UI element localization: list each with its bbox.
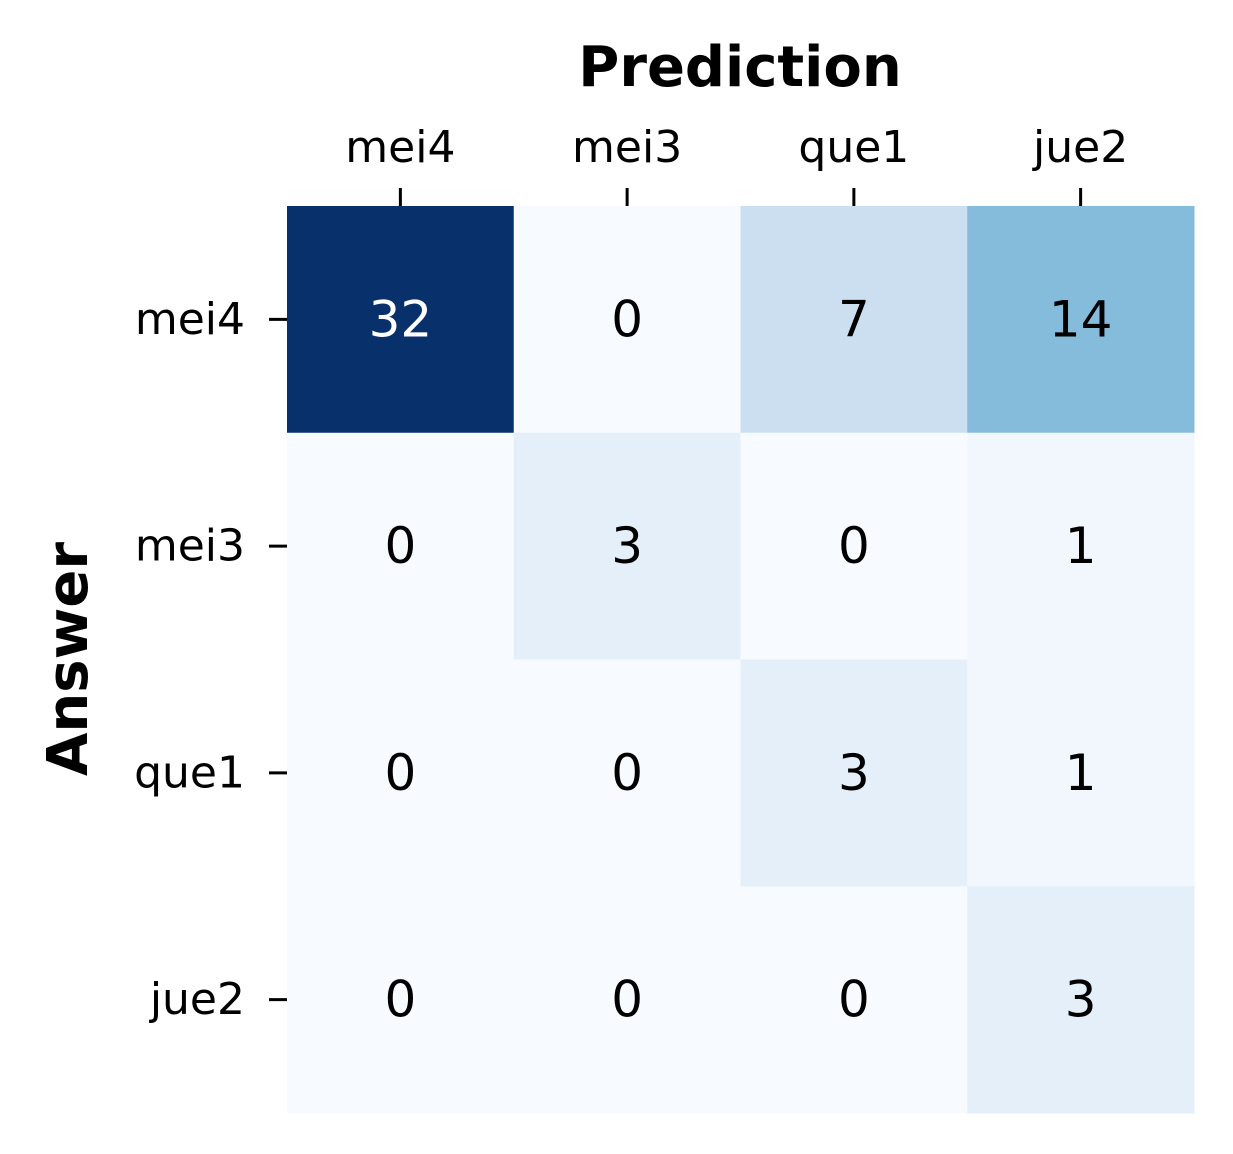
cell-value-label: 3 bbox=[611, 517, 643, 575]
x-tick-label: que1 bbox=[798, 122, 909, 173]
y-axis-ticks: mei4 mei3 que1 jue2 bbox=[134, 294, 287, 1025]
cell-value-label: 1 bbox=[1065, 744, 1097, 802]
y-tick-label: jue2 bbox=[149, 974, 245, 1025]
cell-value-label: 0 bbox=[384, 744, 416, 802]
heatmap-cells: 32 0 7 14 0 3 0 1 0 0 3 1 0 0 0 3 bbox=[287, 206, 1195, 1114]
cell-value-label: 0 bbox=[611, 971, 643, 1029]
y-axis-title: Answer bbox=[36, 542, 101, 776]
cell-value-label: 0 bbox=[611, 744, 643, 802]
cell-value-label: 3 bbox=[838, 744, 870, 802]
heatmap-cell bbox=[967, 659, 1195, 887]
heatmap-cell bbox=[513, 206, 741, 434]
cell-value-label: 0 bbox=[384, 971, 416, 1029]
heatmap-cell bbox=[967, 886, 1195, 1114]
cell-value-label: 1 bbox=[1065, 517, 1097, 575]
heatmap-cell bbox=[740, 659, 968, 887]
y-tick-label: mei4 bbox=[135, 294, 245, 345]
y-tick-label: mei3 bbox=[135, 521, 245, 572]
heatmap-cell bbox=[967, 206, 1195, 434]
x-axis-title: Prediction bbox=[578, 35, 901, 100]
heatmap-cell bbox=[287, 886, 515, 1114]
cell-value-label: 0 bbox=[384, 517, 416, 575]
x-axis-ticks: mei4 mei3 que1 jue2 bbox=[345, 122, 1128, 206]
x-tick-label: mei3 bbox=[572, 122, 682, 173]
heatmap-cell bbox=[513, 432, 741, 660]
heatmap-cell bbox=[740, 432, 968, 660]
heatmap-cell bbox=[287, 206, 515, 434]
cell-value-label: 32 bbox=[369, 290, 433, 348]
cell-value-label: 3 bbox=[1065, 971, 1097, 1029]
heatmap-cell bbox=[513, 659, 741, 887]
cell-value-label: 14 bbox=[1049, 290, 1113, 348]
cell-value-label: 0 bbox=[611, 290, 643, 348]
y-tick-label: que1 bbox=[134, 747, 245, 798]
heatmap-cell bbox=[287, 432, 515, 660]
heatmap-cell bbox=[967, 432, 1195, 660]
heatmap-cell bbox=[513, 886, 741, 1114]
heatmap-cell bbox=[287, 659, 515, 887]
cell-value-label: 0 bbox=[838, 971, 870, 1029]
x-tick-label: jue2 bbox=[1032, 122, 1128, 173]
cell-value-label: 0 bbox=[838, 517, 870, 575]
heatmap-cell bbox=[740, 206, 968, 434]
cell-value-label: 7 bbox=[838, 290, 870, 348]
x-tick-label: mei4 bbox=[345, 122, 455, 173]
heatmap-cell bbox=[740, 886, 968, 1114]
